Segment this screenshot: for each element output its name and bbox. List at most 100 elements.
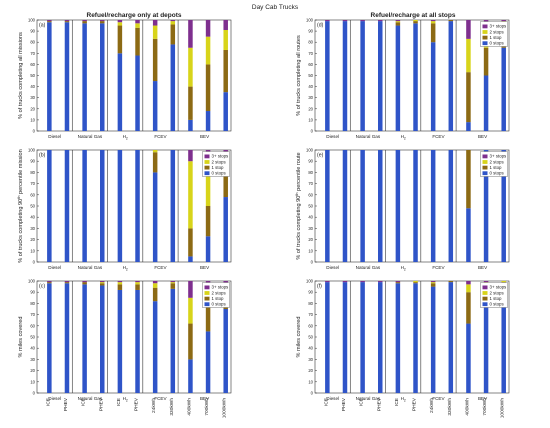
- bar-segment-0-stops: [430, 42, 436, 132]
- legend-swatch: [482, 165, 488, 170]
- y-tick-label: 40: [308, 215, 313, 220]
- bar-segment-1-stop: [135, 284, 140, 290]
- bar-segment-3-stops: [82, 281, 87, 283]
- group-label: BEV: [200, 134, 210, 139]
- bar-segment-0-stops: [395, 283, 401, 393]
- bar-segment-0-stops: [47, 283, 52, 393]
- x-tick-label: PHEV: [376, 397, 382, 411]
- y-tick-label: 30: [308, 226, 313, 231]
- bar-segment-0-stops: [135, 150, 140, 262]
- bar-segment-0-stops: [378, 21, 383, 131]
- bar-segment-2-stops: [205, 36, 211, 65]
- y-tick-label: 80: [308, 301, 313, 306]
- bar-segment-0-stops: [466, 323, 471, 393]
- legend-label: 2 stops: [490, 290, 505, 295]
- x-tick-label: PHEV: [134, 397, 140, 411]
- legend-label: 0 stops: [490, 171, 505, 176]
- legend-label: 3+ stops: [490, 285, 508, 290]
- bar-segment-2-stops: [188, 297, 193, 324]
- bar-segment-1-stop: [188, 323, 193, 360]
- bar-segment-1-stop: [466, 292, 471, 324]
- bar-segment-2-stops: [395, 21, 401, 23]
- panel-b: 0 10 20 30 40 50 60 70 80 90 100 % of trucks comple…: [17, 148, 232, 271]
- bar-segment-1-stop: [430, 23, 436, 43]
- bar-segment-0-stops: [483, 294, 489, 393]
- y-tick-label: 20: [308, 237, 313, 242]
- group-label: Natural Gas: [356, 265, 381, 270]
- legend-swatch: [482, 154, 488, 159]
- bar-segment-3-stops: [135, 20, 140, 24]
- panel-label: (e): [317, 153, 324, 159]
- bar-segment-3-stops: [342, 281, 348, 283]
- y-axis-label: % miles covered: [296, 316, 302, 357]
- group-label: FCEV: [154, 265, 167, 270]
- bar-segment-3-stops: [395, 20, 401, 22]
- bar-segment-2-stops: [205, 161, 211, 206]
- legend-label: 2 stops: [490, 29, 505, 34]
- bar-segment-0-stops: [501, 286, 506, 393]
- bar-segment-0-stops: [342, 150, 348, 262]
- bar-segment-0-stops: [413, 283, 418, 393]
- bar-segment-1-stop: [205, 297, 211, 332]
- x-tick-label: 330kWh: [169, 398, 175, 416]
- bar-segment-3-stops: [152, 281, 158, 284]
- bar-segment-3-stops: [325, 20, 330, 22]
- bar-segment-0-stops: [64, 22, 70, 131]
- bar-segment-2-stops: [135, 282, 140, 285]
- legend-label: 1 stop: [490, 165, 503, 170]
- bar-segment-0-stops: [152, 172, 158, 262]
- y-tick-label: 0: [33, 391, 36, 396]
- y-tick-label: 40: [30, 346, 35, 351]
- y-tick-label: 20: [308, 106, 313, 111]
- bar-segment-0-stops: [188, 256, 193, 262]
- bar-segment-3-stops: [466, 20, 471, 39]
- bar-segment-2-stops: [152, 25, 158, 39]
- y-tick-label: 10: [308, 379, 313, 384]
- legend-swatch: [482, 41, 488, 46]
- bar-segment-1-stop: [170, 24, 176, 45]
- bar-segment-0-stops: [501, 150, 506, 262]
- bar-segment-0-stops: [430, 150, 436, 262]
- bar-segment-1-stop: [152, 152, 158, 173]
- x-tick-label: 24kWh: [429, 398, 435, 413]
- x-tick-label: 400kWh: [186, 398, 192, 416]
- group-label: Diesel: [326, 134, 339, 139]
- bar-segment-0-stops: [448, 21, 454, 131]
- y-tick-label: 60: [308, 192, 313, 197]
- y-tick-label: 50: [30, 204, 35, 209]
- bar-segment-1-stop: [64, 21, 70, 23]
- y-tick-label: 10: [30, 379, 35, 384]
- bar-segment-0-stops: [100, 23, 105, 131]
- bar-segment-2-stops: [466, 38, 471, 73]
- bar-segment-1-stop: [205, 206, 211, 237]
- y-tick-label: 60: [30, 62, 35, 67]
- column-title-left: Refuel/recharge only at depots: [87, 12, 182, 19]
- bar-segment-2-stops: [430, 282, 436, 284]
- bar-segment-2-stops: [170, 282, 176, 284]
- bar-segment-3-stops: [223, 150, 228, 153]
- legend-swatch: [204, 302, 210, 307]
- panel-c: 0 10 20 30 40 50 60 70 80 90 100 % miles covered (c)…: [18, 279, 232, 418]
- y-tick-label: 40: [30, 215, 35, 220]
- legend-swatch: [204, 296, 210, 301]
- bar-segment-3-stops: [483, 281, 489, 283]
- bar-segment-3-stops: [395, 281, 401, 283]
- bar-segment-0-stops: [205, 331, 211, 393]
- y-tick-label: 50: [30, 73, 35, 78]
- bar-segment-0-stops: [483, 150, 489, 262]
- bar-segment-3-stops: [325, 281, 330, 283]
- bar-segment-0-stops: [395, 150, 401, 262]
- bar-segment-2-stops: [135, 23, 140, 28]
- group-label: FCEV: [154, 396, 167, 401]
- bar-segment-1-stop: [483, 47, 489, 76]
- bar-segment-2-stops: [413, 281, 418, 283]
- group-label: H2: [123, 396, 128, 402]
- legend-swatch: [482, 291, 488, 295]
- bar-segment-3-stops: [64, 20, 70, 22]
- bar-segment-3-stops: [223, 281, 228, 284]
- y-tick-label: 20: [30, 237, 35, 242]
- group-label: FCEV: [432, 134, 445, 139]
- bar-segment-3-stops: [342, 20, 348, 22]
